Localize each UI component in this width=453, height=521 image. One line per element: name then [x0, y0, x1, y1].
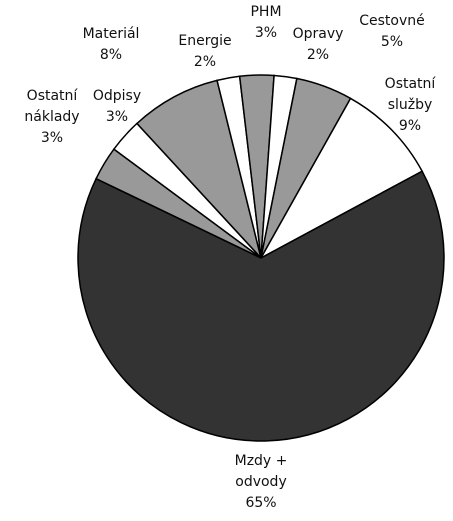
value-label: 3%: [254, 25, 278, 41]
category-label: Energie: [178, 33, 232, 49]
slice-label: PHM 3%: [236, 2, 296, 44]
pie-slice: [135, 79, 262, 259]
slice-label: Odpisy 3%: [87, 86, 147, 128]
value-label: 3%: [40, 130, 64, 146]
value-label: 2%: [306, 47, 330, 63]
category-label: Opravy: [292, 26, 344, 42]
value-label: 65%: [245, 495, 277, 511]
value-label: 8%: [99, 47, 123, 63]
category-label: Odpisy: [92, 88, 142, 104]
value-label: 3%: [105, 109, 129, 125]
slice-label: Cestovné 5%: [347, 11, 437, 53]
category-label: Ostatní služby: [384, 76, 436, 113]
value-label: 9%: [398, 118, 422, 134]
value-label: 5%: [380, 34, 404, 50]
category-label: Materiál: [82, 26, 140, 42]
category-label: Cestovné: [359, 13, 425, 29]
pie-slice: [259, 97, 424, 260]
pie-slice: [77, 170, 445, 442]
pie-slice: [112, 122, 262, 259]
slice-label: Opravy 2%: [278, 24, 358, 66]
slice-label: Materiál 8%: [66, 24, 156, 66]
slice-label: Mzdy + odvody 65%: [226, 451, 296, 514]
category-label: Mzdy + odvody: [234, 453, 288, 490]
slice-label: Ostatní náklady 3%: [17, 86, 87, 149]
slice-label: Energie 2%: [160, 31, 250, 73]
slice-label: Ostatní služby 9%: [380, 74, 440, 137]
category-label: Ostatní náklady: [24, 88, 80, 125]
category-label: PHM: [250, 4, 282, 20]
value-label: 2%: [193, 54, 217, 70]
